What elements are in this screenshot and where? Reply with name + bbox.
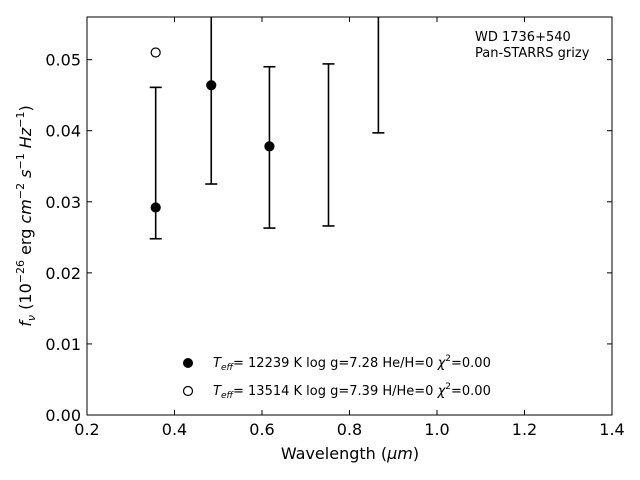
legend-marker-open bbox=[182, 385, 194, 397]
legend-entry-2: Teff= 13514 K log g=7.39 H/He=0 χ2=0.00 bbox=[213, 382, 491, 401]
error-bar bbox=[322, 63, 335, 227]
data-point-filled bbox=[264, 141, 275, 152]
x-tick-label: 0.8 bbox=[337, 420, 362, 439]
x-tick-label: 0.2 bbox=[74, 420, 99, 439]
error-bar bbox=[372, 17, 385, 134]
x-tick-label: 0.4 bbox=[162, 420, 187, 439]
y-tick-label: 0.00 bbox=[45, 406, 81, 425]
y-tick-label: 0.02 bbox=[45, 264, 81, 283]
x-axis-label: Wavelength (μm) bbox=[281, 444, 419, 463]
y-tick-label: 0.05 bbox=[45, 51, 81, 70]
x-tick-label: 0.6 bbox=[249, 420, 274, 439]
legend-marker-filled bbox=[183, 358, 193, 368]
y-tick-label: 0.04 bbox=[45, 122, 81, 141]
legend-entry-1: Teff= 12239 K log g=7.28 He/H=0 χ2=0.00 bbox=[213, 354, 491, 373]
annotation-object: WD 1736+540 bbox=[475, 30, 571, 45]
data-point-open bbox=[150, 47, 161, 58]
error-bar bbox=[149, 86, 162, 240]
data-point-filled bbox=[206, 80, 217, 91]
x-tick-label: 1.4 bbox=[599, 420, 624, 439]
annotation-survey: Pan-STARRS grizy bbox=[475, 46, 590, 61]
x-tick-label: 1.0 bbox=[424, 420, 449, 439]
y-tick-label: 0.03 bbox=[45, 193, 81, 212]
legend: Teff= 12239 K log g=7.28 He/H=0 χ2=0.00 … bbox=[182, 354, 491, 401]
x-tick-label: 1.2 bbox=[512, 420, 537, 439]
y-axis-label: fν (10−26 erg cm−2 s−1 Hz−1) bbox=[14, 105, 38, 326]
data-point-filled bbox=[150, 202, 161, 213]
y-tick-label: 0.01 bbox=[45, 335, 81, 354]
error-bar bbox=[205, 17, 218, 185]
